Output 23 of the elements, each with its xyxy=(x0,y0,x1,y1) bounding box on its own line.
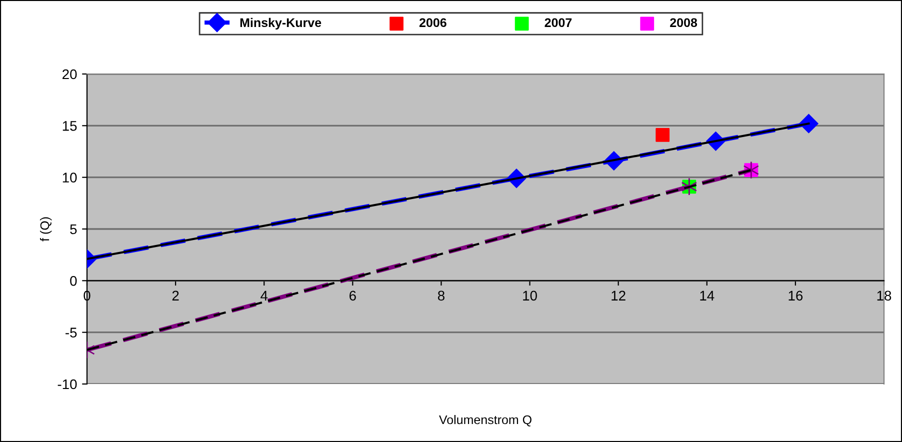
y-tick-label: 0 xyxy=(70,276,77,286)
legend-label: Minsky-Kurve xyxy=(240,18,322,30)
x-tick-label: 6 xyxy=(350,290,356,301)
point xyxy=(656,128,670,142)
legend-label: 2007 xyxy=(544,18,572,28)
x-tick-label: 12 xyxy=(612,290,626,300)
y-tick-label: -5 xyxy=(66,328,77,338)
y-tick-label: 15 xyxy=(62,121,77,131)
x-tick-label: 18 xyxy=(877,290,892,301)
x-tick-label: 2 xyxy=(172,290,179,300)
y-tick-label: -10 xyxy=(58,379,77,390)
x-tick-label: 4 xyxy=(260,290,268,300)
x-tick-label: 14 xyxy=(700,290,714,300)
y-axis-title: f (Q) xyxy=(40,217,52,242)
legend-label: 2008 xyxy=(670,18,698,28)
x-tick-label: 10 xyxy=(523,290,537,301)
x-tick-label: 8 xyxy=(438,290,444,301)
x-tick-label: 16 xyxy=(788,290,803,301)
x-axis-title: Volumenstrom Q xyxy=(439,415,532,426)
y-tick-label: 10 xyxy=(62,172,77,183)
y-tick-label: 5 xyxy=(70,224,77,234)
y-tick-label: 20 xyxy=(62,69,77,80)
legend-label: 2006 xyxy=(419,18,446,28)
